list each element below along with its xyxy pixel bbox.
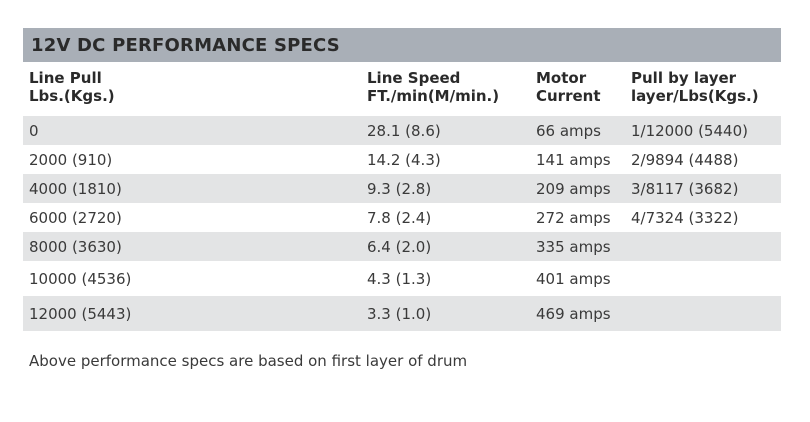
table-row: 10000 (4536) 4.3 (1.3) 401 amps	[23, 261, 781, 296]
table-row: 6000 (2720) 7.8 (2.4) 272 amps 4/7324 (3…	[23, 203, 781, 232]
table-title: 12V DC PERFORMANCE SPECS	[23, 28, 781, 62]
cell-line-pull: 0	[23, 116, 361, 145]
performance-specs-table-container: 12V DC PERFORMANCE SPECS Line Pull Lbs.(…	[23, 28, 781, 331]
cell-pull-by-layer	[625, 232, 781, 261]
performance-specs-table: Line Pull Lbs.(Kgs.) Line Speed FT./min(…	[23, 62, 781, 331]
cell-line-pull: 10000 (4536)	[29, 269, 132, 288]
header-line-speed-line2: FT./min(M/min.)	[367, 87, 500, 105]
cell-pull-by-layer	[625, 296, 781, 331]
cell-line-pull: 6000 (2720)	[29, 208, 122, 227]
table-row: 12000 (5443) 3.3 (1.0) 469 amps	[23, 296, 781, 331]
header-row: Line Pull Lbs.(Kgs.) Line Speed FT./min(…	[23, 62, 781, 116]
header-line-speed: Line Speed FT./min(M/min.)	[361, 62, 530, 116]
header-line-speed-line1: Line Speed	[367, 69, 461, 87]
cell-motor-current: 469 amps	[530, 296, 625, 331]
cell-line-speed: 28.1 (8.6)	[361, 116, 530, 145]
header-line-pull: Line Pull Lbs.(Kgs.)	[23, 62, 361, 116]
header-motor-current-line2: Current	[536, 87, 601, 105]
header-line-pull-line1: Line Pull	[29, 69, 102, 87]
cell-line-pull: 12000 (5443)	[23, 296, 361, 331]
cell-pull-by-layer: 2/9894 (4488)	[631, 150, 739, 169]
cell-line-speed: 6.4 (2.0)	[361, 232, 530, 261]
cell-motor-current: 335 amps	[530, 232, 625, 261]
cell-motor-current: 272 amps	[536, 208, 611, 227]
cell-pull-by-layer: 4/7324 (3322)	[631, 208, 739, 227]
header-line-pull-line2: Lbs.(Kgs.)	[29, 87, 115, 105]
cell-line-speed: 4.3 (1.3)	[367, 269, 432, 288]
table-row: 2000 (910) 14.2 (4.3) 141 amps 2/9894 (4…	[23, 145, 781, 174]
cell-line-pull: 8000 (3630)	[23, 232, 361, 261]
cell-line-speed: 9.3 (2.8)	[361, 174, 530, 203]
cell-line-speed: 7.8 (2.4)	[367, 208, 432, 227]
table-row: 0 28.1 (8.6) 66 amps 1/12000 (5440)	[23, 116, 781, 145]
table-row: 4000 (1810) 9.3 (2.8) 209 amps 3/8117 (3…	[23, 174, 781, 203]
cell-motor-current: 66 amps	[530, 116, 625, 145]
cell-pull-by-layer	[625, 261, 781, 296]
cell-line-speed: 14.2 (4.3)	[367, 150, 441, 169]
cell-line-speed: 3.3 (1.0)	[361, 296, 530, 331]
cell-line-pull: 2000 (910)	[29, 150, 113, 169]
header-pull-by-layer-line2: layer/Lbs(Kgs.)	[631, 87, 759, 105]
cell-line-pull: 4000 (1810)	[23, 174, 361, 203]
header-pull-by-layer: Pull by layer layer/Lbs(Kgs.)	[625, 62, 781, 116]
header-pull-by-layer-line1: Pull by layer	[631, 69, 737, 87]
table-row: 8000 (3630) 6.4 (2.0) 335 amps	[23, 232, 781, 261]
footnote: Above performance specs are based on fir…	[29, 352, 468, 370]
header-motor-current-line1: Motor	[536, 69, 587, 87]
cell-pull-by-layer: 1/12000 (5440)	[625, 116, 781, 145]
cell-pull-by-layer: 3/8117 (3682)	[625, 174, 781, 203]
header-motor-current: Motor Current	[530, 62, 625, 116]
cell-motor-current: 141 amps	[536, 150, 611, 169]
cell-motor-current: 209 amps	[530, 174, 625, 203]
cell-motor-current: 401 amps	[536, 269, 611, 288]
